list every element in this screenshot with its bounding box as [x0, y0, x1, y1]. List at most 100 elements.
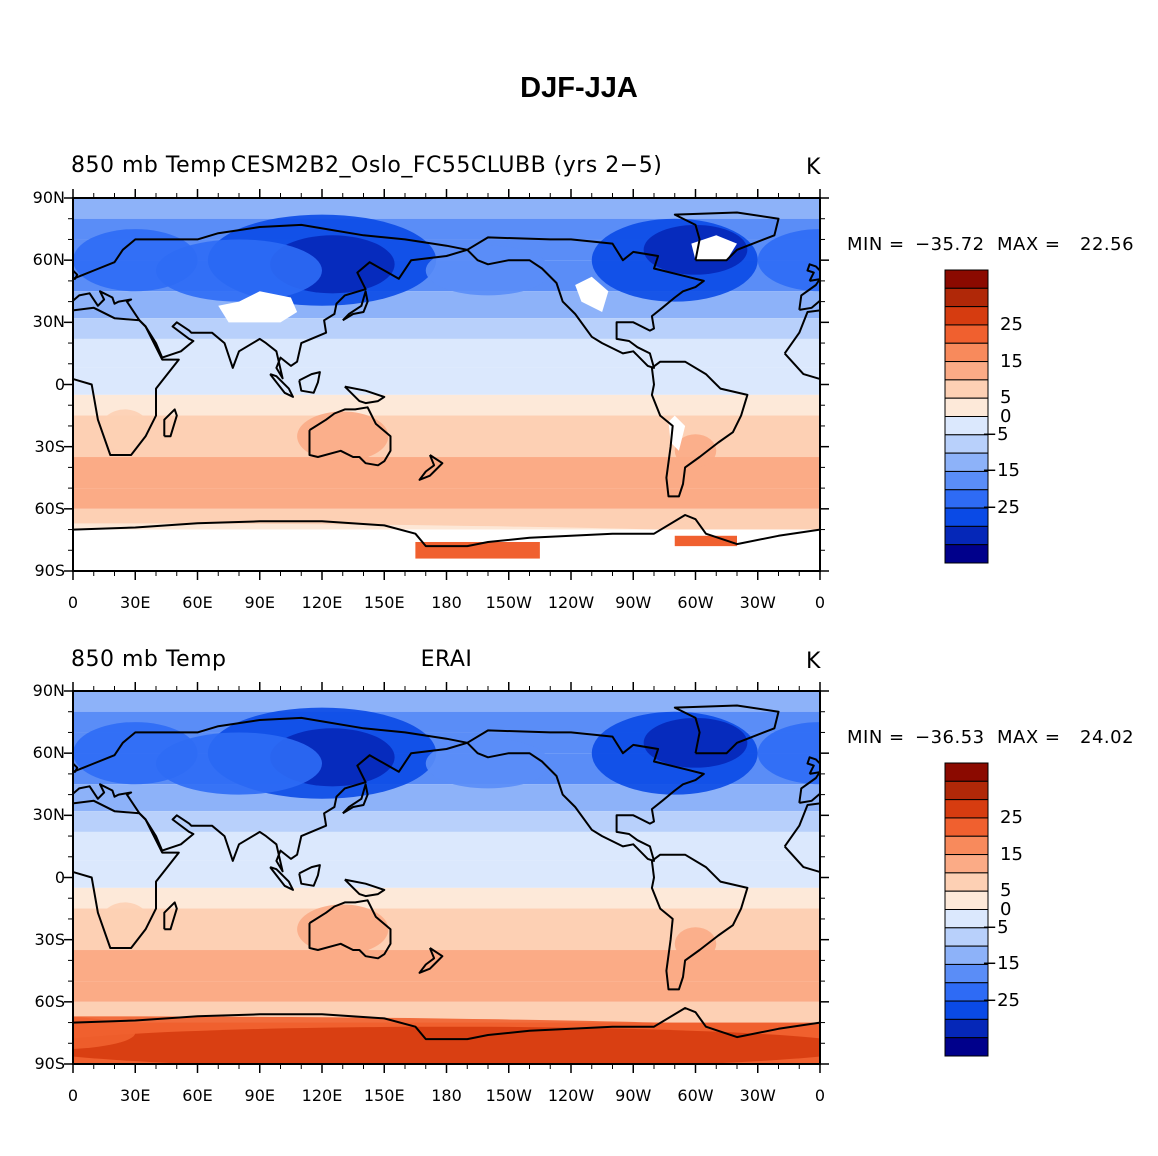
- colorbar-label: 25: [1000, 313, 1023, 335]
- coastline-borneo: [1046, 372, 1067, 393]
- contour-region: [425, 738, 551, 789]
- coastline-antarctica: [73, 529, 74, 531]
- coastline-sumatra: [269, 373, 294, 398]
- coastline-africa: [73, 799, 180, 949]
- lon-tick-label: 60W: [677, 1086, 714, 1105]
- colorbar-swatch: [944, 799, 989, 819]
- colorbar-swatch: [944, 890, 989, 910]
- colorbar-label: −5: [982, 916, 1009, 938]
- coastline-nz: [418, 947, 444, 974]
- lat-tick-label: 60S: [34, 991, 65, 1011]
- temperature-field: [73, 198, 820, 571]
- map-panel-1: [64, 189, 1132, 580]
- coastline-sumatra: [1017, 374, 1040, 397]
- contour-region: [297, 411, 389, 462]
- colorbar-swatch: [944, 342, 989, 363]
- panel-center-label: CESM2B2_Oslo_FC55CLUBB (yrs 2−5): [230, 153, 663, 178]
- contour-band: [73, 908, 820, 924]
- lon-tick-label: 90W: [615, 1086, 652, 1105]
- panel-units-label: K: [806, 155, 821, 180]
- lon-tick-label: 150W: [485, 593, 532, 612]
- coastline-uk: [806, 263, 820, 282]
- lon-tick-label: 0: [67, 1086, 79, 1105]
- coastline-namerica: [466, 729, 705, 862]
- min-value: −36.53: [915, 727, 985, 748]
- coastlines: [73, 211, 1132, 548]
- coastline-madagascar: [911, 409, 924, 436]
- lon-tick-label: 0: [814, 1086, 826, 1105]
- colorbar-label: −25: [982, 497, 1020, 519]
- lon-tick-label: 0: [814, 593, 826, 612]
- colorbar-swatch: [944, 762, 989, 782]
- colorbar-label: 5: [1000, 387, 1012, 409]
- coastline-samerica: [650, 360, 749, 498]
- map-panel-2: [64, 682, 1138, 1073]
- contour-region: [297, 904, 389, 955]
- coastline-eurasia: [73, 223, 469, 380]
- colorbar-label: −15: [982, 953, 1020, 975]
- contour-band: [73, 887, 820, 909]
- coastline-greenland: [673, 704, 780, 755]
- contour-region: [757, 229, 820, 292]
- coastline-newguinea: [1092, 387, 1132, 404]
- panel-center-label: ERAI: [420, 647, 473, 672]
- panel-units-label: K: [806, 649, 821, 674]
- coastline-australia: [1057, 900, 1138, 958]
- contour-band: [73, 415, 820, 431]
- contour-region: [156, 732, 322, 795]
- lat-tick-label: 90N: [32, 188, 65, 207]
- colorbar-label: 25: [1000, 806, 1023, 828]
- missing-data-region: [691, 235, 737, 261]
- min-value: −35.72: [915, 234, 985, 255]
- colorbar-label: −5: [982, 423, 1009, 445]
- contour-region: [99, 902, 150, 944]
- colorbar-label: 0: [1000, 405, 1012, 427]
- contour-region: [425, 245, 551, 296]
- contour-region: [73, 1026, 820, 1064]
- colorbar-swatch: [944, 287, 989, 308]
- lon-tick-label: 120E: [301, 593, 343, 612]
- axis-ticks: [64, 682, 829, 1073]
- contour-region: [156, 239, 322, 302]
- lon-tick-label: 30W: [739, 593, 776, 612]
- lon-tick-label: 60W: [677, 593, 714, 612]
- lon-tick-label: 180: [431, 593, 462, 612]
- contour-region: [643, 717, 748, 768]
- lat-tick-label: 0: [54, 374, 65, 394]
- coastline-eurasia: [73, 716, 469, 873]
- coastline-uk: [73, 762, 79, 774]
- max-value: 24.02: [1080, 727, 1135, 748]
- coastline-africa: [73, 306, 180, 456]
- lon-tick-label: 60E: [182, 593, 213, 612]
- colorbar-label: 15: [1000, 843, 1023, 865]
- lon-tick-label: 120W: [547, 593, 595, 612]
- colorbar-swatch: [944, 544, 989, 564]
- max-label: MAX =: [997, 727, 1061, 748]
- lon-tick-label: 90E: [244, 1086, 275, 1105]
- coastline-antarctica: [819, 528, 820, 530]
- colorbar-label: 15: [1000, 350, 1023, 372]
- missing-data-region: [218, 291, 298, 323]
- colorbar-swatch: [944, 1018, 989, 1039]
- coastline-borneo: [1046, 865, 1067, 886]
- contour-band: [73, 338, 820, 368]
- lon-tick-label: 0: [67, 593, 79, 612]
- lat-tick-label: 90S: [34, 1054, 65, 1073]
- coastline-antarctica: [819, 1021, 820, 1023]
- coastline-borneo: [298, 371, 321, 394]
- contour-band: [73, 831, 820, 861]
- contour-band: [73, 691, 820, 712]
- colorbar-swatch: [944, 817, 989, 837]
- coastline-newguinea: [1092, 880, 1132, 897]
- coastline-madagascar: [911, 902, 924, 929]
- colorbar-label: 0: [1000, 898, 1012, 920]
- lon-tick-label: 120W: [547, 1086, 595, 1105]
- contour-band: [73, 367, 820, 395]
- coastline-borneo: [298, 864, 321, 887]
- lon-tick-label: 180: [431, 1086, 462, 1105]
- contour-region: [757, 722, 820, 785]
- lat-tick-label: 30S: [34, 929, 65, 949]
- coastline-nz: [418, 454, 444, 481]
- colorbar-label: −15: [982, 460, 1020, 482]
